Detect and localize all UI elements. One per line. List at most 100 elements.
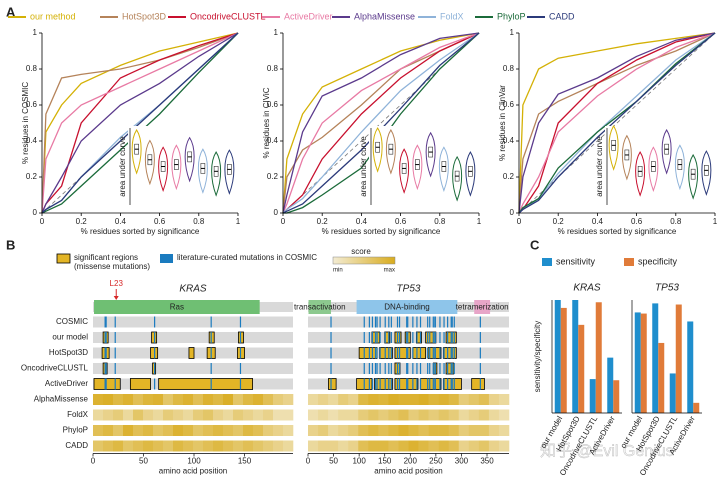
legend-swatch [624,258,634,266]
score-bin [223,440,234,452]
x-tick-label: 1 [713,217,718,226]
score-bin [468,425,480,436]
bar [640,313,647,413]
x-tick-label: 300 [455,457,469,466]
significant-region [420,378,442,390]
score-bin [388,425,399,436]
annotation: L23 [110,279,124,288]
score-bin [223,394,234,405]
score-bin [488,440,500,452]
score-bin [123,440,134,452]
y-axis-label: % residues in ClinVar [498,85,507,161]
score-bin [468,409,480,421]
score-bin [478,425,490,436]
x-tick-label: 0.4 [592,217,604,226]
score-bin [263,394,274,405]
x-tick-label: 0.4 [115,217,127,226]
x-tick-label: 100 [352,457,366,466]
significant-region [358,347,378,359]
x-tick-label: 150 [238,457,252,466]
x-axis-label: % residues sorted by significance [322,227,441,236]
domain [308,300,332,314]
row-label: OncodriveCLUSTL [21,364,89,373]
y-tick-label: 0.2 [503,172,515,181]
row-label: HotSpot3D [49,348,88,357]
gene-title: TP53 [397,284,421,295]
score-bin [308,425,319,436]
row-label: FoldX [67,410,89,419]
score-bin [368,425,379,436]
score-bin [273,440,284,452]
significant-region [158,378,253,390]
y-tick-label: 0 [274,208,279,217]
score-bin [203,409,214,421]
x-tick-label: 350 [480,457,494,466]
score-bin [348,440,359,452]
panel-label: C [530,237,540,252]
domain-label: tetramerization [456,303,509,312]
curve [518,32,716,214]
score-bin [308,409,319,421]
chart-title: TP53 [655,283,679,294]
score-bin [498,425,510,436]
score-bin [233,440,244,452]
score-bin [398,425,409,436]
score-bin [378,425,389,436]
significant-region [93,378,121,390]
score-bin [378,409,389,421]
x-axis-label: amino acid position [159,467,227,476]
score-bin [408,440,419,452]
score-bin [408,394,419,405]
score-bin [498,394,510,405]
curve [282,32,480,214]
score-bin [213,409,224,421]
bar [687,321,694,413]
bar [675,304,682,413]
y-tick-label: 0.2 [267,172,279,181]
score-bin [428,425,439,436]
score-bin [93,440,104,452]
score-bin [378,394,389,405]
bar [669,373,676,413]
bar [652,303,659,413]
score-bin [153,394,164,405]
row-track [93,332,293,343]
domain-label: DNA-binding [384,303,429,312]
x-axis-label: amino acid position [374,467,442,476]
score-bin [448,409,460,421]
bar [578,324,585,413]
legend-label: (missense mutations) [74,262,150,271]
x-tick-label: 0 [40,217,45,226]
score-bin [213,394,224,405]
domain [94,300,260,314]
score-bin [338,425,349,436]
score-bin [153,440,164,452]
legend-label: CADD [549,11,575,21]
domain [474,300,491,314]
score-bin [283,440,294,452]
score-bin [233,409,244,421]
score-bin [243,409,254,421]
row-label: AlphaMissense [34,395,89,404]
score-bin [318,409,329,421]
y-tick-label: 0 [510,208,515,217]
score-bin [93,425,104,436]
bar [595,302,602,413]
curve [518,32,716,214]
legend-label: significant regions [74,253,138,262]
score-bin [253,409,264,421]
score-bin [368,409,379,421]
score-bin [103,394,114,405]
score-bin [193,394,204,405]
x-tick-label: 0.2 [553,217,565,226]
score-bin [173,394,184,405]
x-tick-label: 100 [187,457,201,466]
score-bin [153,425,164,436]
score-bin [458,409,470,421]
chart-title: KRAS [573,283,601,294]
x-tick-label: 150 [378,457,392,466]
score-bin [203,425,214,436]
score-bin [468,440,480,452]
score-bin [388,440,399,452]
